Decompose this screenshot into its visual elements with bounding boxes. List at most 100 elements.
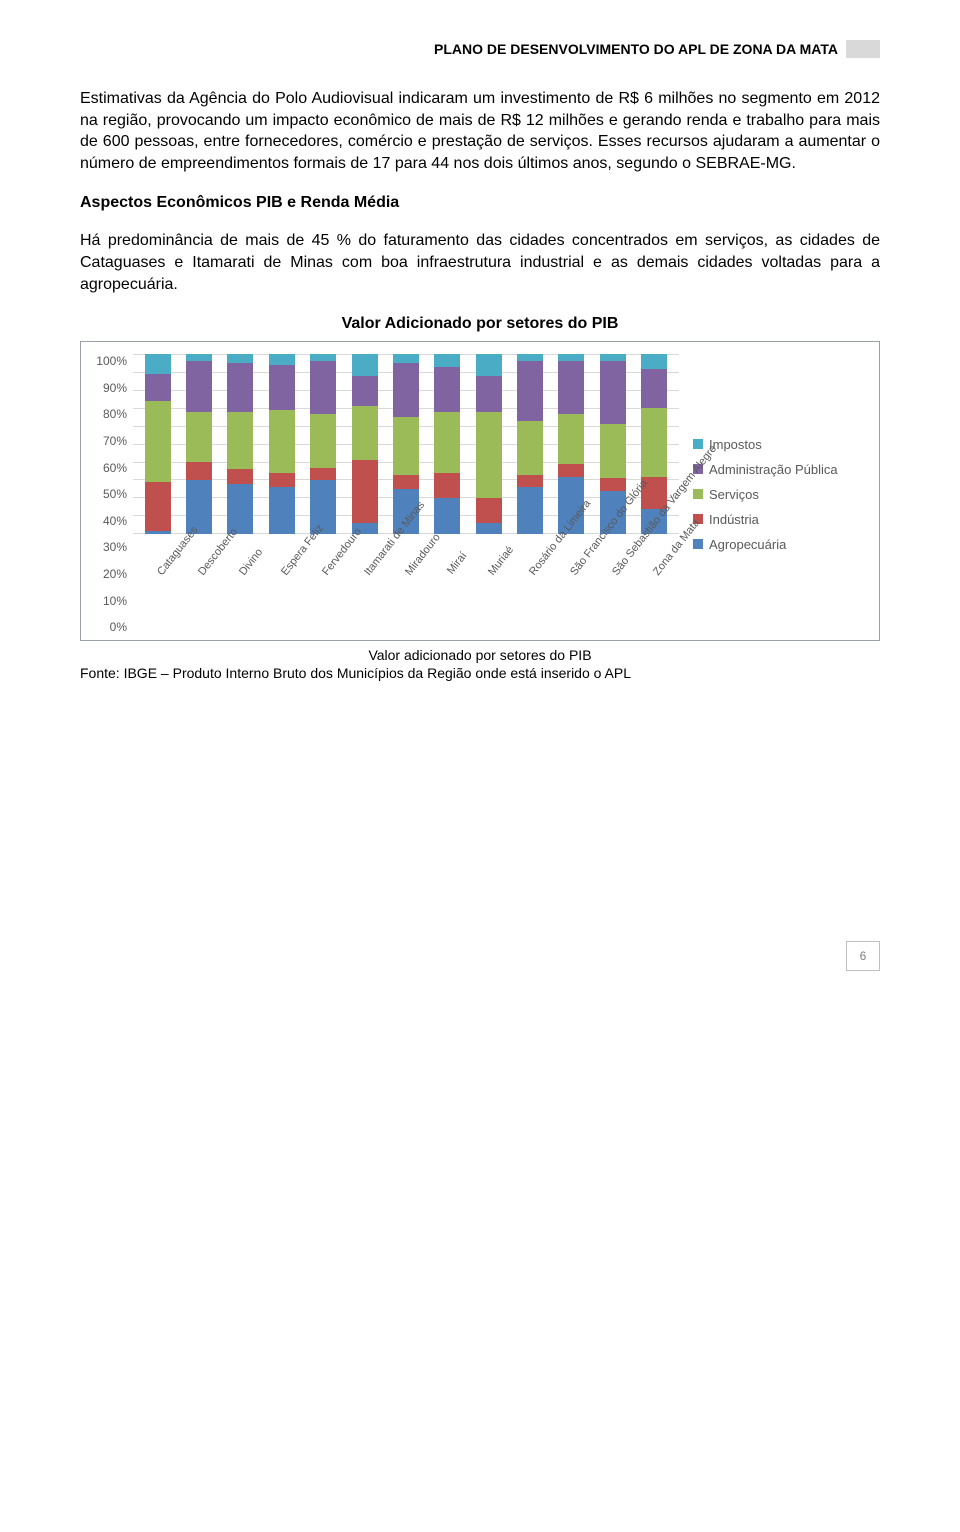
header-title: PLANO DE DESENVOLVIMENTO DO APL DE ZONA … [80, 41, 846, 57]
y-tick-label: 50% [103, 487, 127, 501]
y-tick-label: 0% [110, 620, 127, 634]
bar-segment-industria [227, 469, 253, 483]
bar-segment-industria [434, 473, 460, 498]
paragraph-1: Estimativas da Agência do Polo Audiovisu… [80, 88, 880, 174]
bar-segment-admin [558, 361, 584, 413]
y-tick-label: 20% [103, 567, 127, 581]
legend-label: Indústria [709, 512, 759, 527]
y-tick-label: 40% [103, 514, 127, 528]
bar-segment-industria [558, 464, 584, 477]
bar-segment-admin [352, 376, 378, 407]
chart-bar [227, 354, 253, 534]
bar-segment-impostos [517, 354, 543, 361]
legend-label: Administração Pública [709, 462, 838, 477]
bar-segment-impostos [269, 354, 295, 365]
bar-segment-industria [352, 460, 378, 523]
bar-segment-admin [310, 361, 336, 413]
bar-segment-servicos [145, 401, 171, 482]
legend-label: Serviços [709, 487, 759, 502]
chart-bar [434, 354, 460, 534]
bar-segment-servicos [600, 424, 626, 478]
bar-segment-impostos [310, 354, 336, 361]
header-accent-box [846, 40, 880, 58]
chart-plot [133, 354, 679, 534]
bar-segment-impostos [641, 354, 667, 368]
legend-item-agropecuaria: Agropecuária [693, 537, 869, 552]
chart-plot-wrap: CataguasesDescobertoDivinoEspera FelizFe… [133, 354, 679, 634]
y-tick-label: 30% [103, 540, 127, 554]
bar-segment-impostos [145, 354, 171, 374]
legend-item-industria: Indústria [693, 512, 869, 527]
bar-segment-agropecuaria [145, 531, 171, 535]
y-tick-label: 60% [103, 461, 127, 475]
bar-segment-industria [600, 478, 626, 491]
bar-segment-servicos [476, 412, 502, 498]
chart-source: Fonte: IBGE – Produto Interno Bruto dos … [80, 665, 880, 681]
legend-item-impostos: Impostos [693, 437, 869, 452]
legend-swatch [693, 439, 703, 449]
chart-y-axis: 100% 90% 80% 70% 60% 50% 40% 30% 20% 10% 0% [91, 354, 133, 634]
legend-item-servicos: Serviços [693, 487, 869, 502]
y-tick-label: 70% [103, 434, 127, 448]
bar-segment-industria [517, 475, 543, 488]
bar-segment-agropecuaria [269, 487, 295, 534]
legend-swatch [693, 489, 703, 499]
bar-segment-impostos [393, 354, 419, 363]
legend-item-admin: Administração Pública [693, 462, 869, 477]
bar-segment-admin [186, 361, 212, 411]
bar-segment-admin [476, 376, 502, 412]
bar-segment-servicos [434, 412, 460, 473]
bar-segment-servicos [269, 410, 295, 473]
bar-segment-admin [517, 361, 543, 420]
chart-bar [310, 354, 336, 534]
y-tick-label: 100% [96, 354, 127, 368]
bar-segment-servicos [227, 412, 253, 470]
chart-title: Valor Adicionado por setores do PIB [80, 315, 880, 333]
bar-segment-servicos [517, 421, 543, 475]
bar-segment-impostos [352, 354, 378, 376]
chart-x-axis: CataguasesDescobertoDivinoEspera FelizFe… [133, 534, 679, 634]
bar-segment-industria [145, 482, 171, 531]
paragraph-2: Há predominância de mais de 45 % do fatu… [80, 230, 880, 295]
chart-bar [517, 354, 543, 534]
chart-bar [145, 354, 171, 534]
chart-area: 100% 90% 80% 70% 60% 50% 40% 30% 20% 10% 0% Catagu… [91, 354, 869, 634]
bar-segment-servicos [393, 417, 419, 475]
bar-segment-agropecuaria [434, 498, 460, 534]
bar-segment-admin [434, 367, 460, 412]
bar-segment-admin [393, 363, 419, 417]
chart-bar [269, 354, 295, 534]
bar-segment-industria [310, 468, 336, 481]
bar-segment-industria [186, 462, 212, 480]
bar-segment-industria [269, 473, 295, 487]
bar-segment-admin [227, 363, 253, 412]
bar-segment-impostos [600, 354, 626, 361]
bar-segment-impostos [434, 354, 460, 367]
bar-segment-servicos [558, 414, 584, 464]
page-number: 6 [846, 941, 880, 971]
bar-segment-industria [476, 498, 502, 523]
bar-segment-servicos [641, 408, 667, 476]
chart-bar [186, 354, 212, 534]
bar-segment-impostos [227, 354, 253, 363]
section-title: Aspectos Econômicos PIB e Renda Média [80, 194, 880, 212]
bar-segment-servicos [352, 406, 378, 460]
bar-segment-admin [145, 374, 171, 401]
page-header: PLANO DE DESENVOLVIMENTO DO APL DE ZONA … [80, 40, 880, 58]
y-tick-label: 80% [103, 407, 127, 421]
bar-segment-servicos [310, 414, 336, 468]
y-tick-label: 10% [103, 594, 127, 608]
bar-segment-admin [641, 369, 667, 409]
chart-container: 100% 90% 80% 70% 60% 50% 40% 30% 20% 10% 0% Catagu… [80, 341, 880, 641]
chart-bar [352, 354, 378, 534]
bar-segment-admin [269, 365, 295, 410]
legend-label: Agropecuária [709, 537, 786, 552]
legend-swatch [693, 539, 703, 549]
bar-segment-impostos [186, 354, 212, 361]
chart-bars [133, 354, 679, 534]
bar-segment-agropecuaria [517, 487, 543, 534]
bar-segment-admin [600, 361, 626, 424]
y-tick-label: 90% [103, 381, 127, 395]
bar-segment-impostos [558, 354, 584, 361]
bar-segment-agropecuaria [476, 523, 502, 534]
